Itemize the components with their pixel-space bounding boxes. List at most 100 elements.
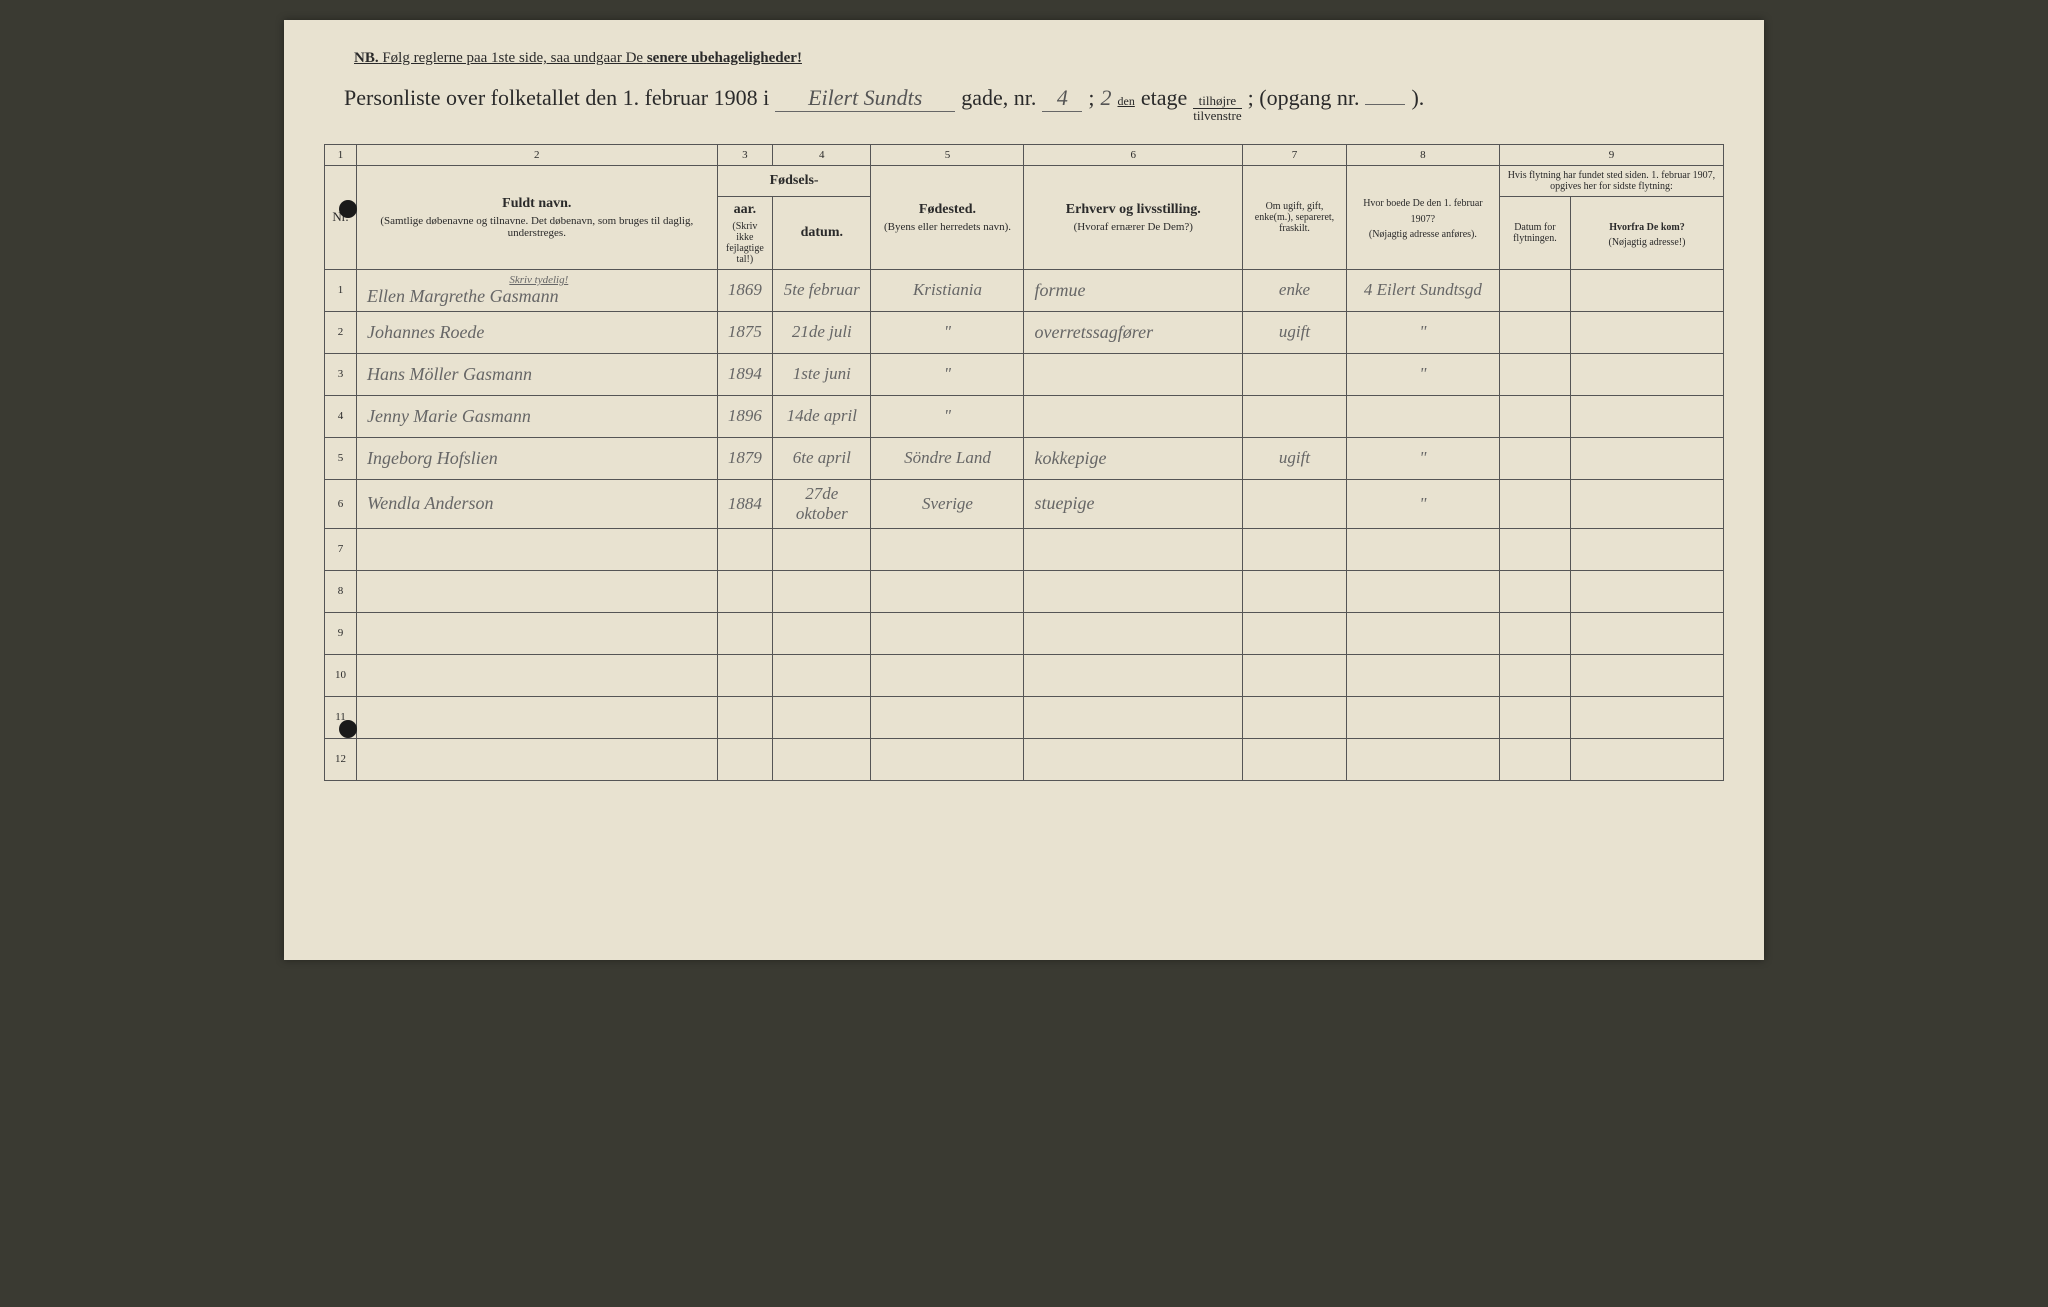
hdr-erhverv: Erhverv og livsstilling. (Hvoraf ernærer… — [1024, 165, 1243, 269]
table-row: 4 Jenny Marie Gasmann 1896 14de april " — [325, 395, 1724, 437]
side-fraction: tilhøjre tilvenstre — [1193, 94, 1241, 124]
cell-aar — [717, 654, 772, 696]
etage-super: den — [1118, 94, 1135, 109]
cell-erhverv: kokkepige — [1024, 437, 1243, 479]
cell-hvorfra — [1570, 570, 1723, 612]
cell-nr: 2 — [325, 311, 357, 353]
cell-erhverv — [1024, 353, 1243, 395]
opgang-nr-field — [1365, 104, 1405, 105]
cell-boede: " — [1346, 311, 1499, 353]
cell-boede: " — [1346, 437, 1499, 479]
table-row: 10 — [325, 654, 1724, 696]
hdr-hvorfra-bold: Hvorfra De kom? — [1609, 222, 1685, 233]
cell-datum: 27de oktober — [773, 479, 871, 528]
colnum-2: 2 — [356, 144, 717, 165]
cell-aar — [717, 696, 772, 738]
cell-erhverv — [1024, 570, 1243, 612]
cell-datum — [773, 612, 871, 654]
punch-hole-icon — [339, 720, 357, 738]
cell-name: Johannes Roede — [356, 311, 717, 353]
cell-fodested — [871, 654, 1024, 696]
table-row: 2 Johannes Roede 1875 21de juli " overre… — [325, 311, 1724, 353]
cell-datum-flyt — [1499, 528, 1570, 570]
cell-ugift — [1243, 353, 1347, 395]
table-row: 9 — [325, 612, 1724, 654]
cell-boede — [1346, 738, 1499, 780]
nb-emph: senere ubehageligheder! — [647, 50, 802, 66]
cell-datum — [773, 570, 871, 612]
colnum-7: 7 — [1243, 144, 1347, 165]
cell-erhverv — [1024, 738, 1243, 780]
cell-ugift — [1243, 696, 1347, 738]
census-page: NB. Følg reglerne paa 1ste side, saa und… — [284, 20, 1764, 960]
cell-fodested: " — [871, 353, 1024, 395]
cell-fodested — [871, 570, 1024, 612]
cell-erhverv: overretssagfører — [1024, 311, 1243, 353]
cell-datum — [773, 696, 871, 738]
cell-hvorfra — [1570, 395, 1723, 437]
cell-aar — [717, 612, 772, 654]
hdr-erhverv-sub: (Hvoraf ernærer De Dem?) — [1030, 221, 1236, 233]
cell-fodested — [871, 696, 1024, 738]
hdr-hvorfra: Hvorfra De kom? (Nøjagtig adresse!) — [1570, 196, 1723, 269]
cell-datum-flyt — [1499, 437, 1570, 479]
gade-label: gade, nr. — [961, 85, 1036, 111]
hdr-name-bold: Fuldt navn. — [502, 196, 571, 211]
cell-hvorfra — [1570, 479, 1723, 528]
hdr-name-sub: (Samtlige døbenavne og tilnavne. Det døb… — [363, 215, 711, 239]
cell-datum-flyt — [1499, 479, 1570, 528]
cell-hvorfra — [1570, 654, 1723, 696]
header-row-1: Nr. Fuldt navn. (Samtlige døbenavne og t… — [325, 165, 1724, 196]
cell-boede — [1346, 696, 1499, 738]
hdr-fodested-bold: Fødested. — [919, 202, 976, 217]
hdr-fodested: Fødested. (Byens eller herredets navn). — [871, 165, 1024, 269]
cell-boede: " — [1346, 353, 1499, 395]
hdr-boede-sub: (Nøjagtig adresse anføres). — [1353, 229, 1493, 240]
cell-datum: 21de juli — [773, 311, 871, 353]
cell-datum-flyt — [1499, 738, 1570, 780]
cell-datum-flyt — [1499, 353, 1570, 395]
opgang-label: ; (opgang nr. — [1248, 85, 1360, 111]
street-field: Eilert Sundts — [775, 85, 955, 112]
cell-erhverv — [1024, 612, 1243, 654]
cell-boede: 4 Eilert Sundtsgd — [1346, 269, 1499, 311]
cell-ugift — [1243, 570, 1347, 612]
cell-datum: 5te februar — [773, 269, 871, 311]
cell-datum-flyt — [1499, 311, 1570, 353]
hdr-aar-bold: aar. — [734, 202, 756, 217]
cell-datum — [773, 528, 871, 570]
cell-datum-flyt — [1499, 654, 1570, 696]
hdr-boede-main: Hvor boede De den 1. februar 1907? — [1363, 198, 1482, 225]
cell-datum-flyt — [1499, 395, 1570, 437]
cell-datum-flyt — [1499, 269, 1570, 311]
table-row: 5 Ingeborg Hofslien 1879 6te april Söndr… — [325, 437, 1724, 479]
colnum-4: 4 — [773, 144, 871, 165]
cell-hvorfra — [1570, 269, 1723, 311]
cell-nr: 4 — [325, 395, 357, 437]
cell-name: Wendla Anderson — [356, 479, 717, 528]
cell-nr: 12 — [325, 738, 357, 780]
cell-fodested — [871, 738, 1024, 780]
colnum-3: 3 — [717, 144, 772, 165]
table-row: 6 Wendla Anderson 1884 27de oktober Sver… — [325, 479, 1724, 528]
colnum-8: 8 — [1346, 144, 1499, 165]
hdr-hvorfra-sub: (Nøjagtig adresse!) — [1577, 237, 1717, 248]
table-row: 1 Skriv tydelig!Ellen Margrethe Gasmann … — [325, 269, 1724, 311]
cell-fodested: " — [871, 311, 1024, 353]
cell-fodested: Sverige — [871, 479, 1024, 528]
cell-aar: 1869 — [717, 269, 772, 311]
colnum-1: 1 — [325, 144, 357, 165]
cell-ugift: ugift — [1243, 437, 1347, 479]
cell-erhverv — [1024, 528, 1243, 570]
cell-datum: 14de april — [773, 395, 871, 437]
semicolon: ; — [1088, 85, 1094, 111]
cell-ugift: ugift — [1243, 311, 1347, 353]
hdr-fodested-sub: (Byens eller herredets navn). — [877, 221, 1017, 233]
cell-aar — [717, 738, 772, 780]
hdr-skriv-ikke: (Skriv ikke fejlagtige tal!) — [724, 221, 766, 265]
hdr-flytning: Hvis flytning har fundet sted siden. 1. … — [1499, 165, 1723, 196]
cell-hvorfra — [1570, 437, 1723, 479]
cell-ugift — [1243, 654, 1347, 696]
cell-hvorfra — [1570, 528, 1723, 570]
colnum-9: 9 — [1499, 144, 1723, 165]
